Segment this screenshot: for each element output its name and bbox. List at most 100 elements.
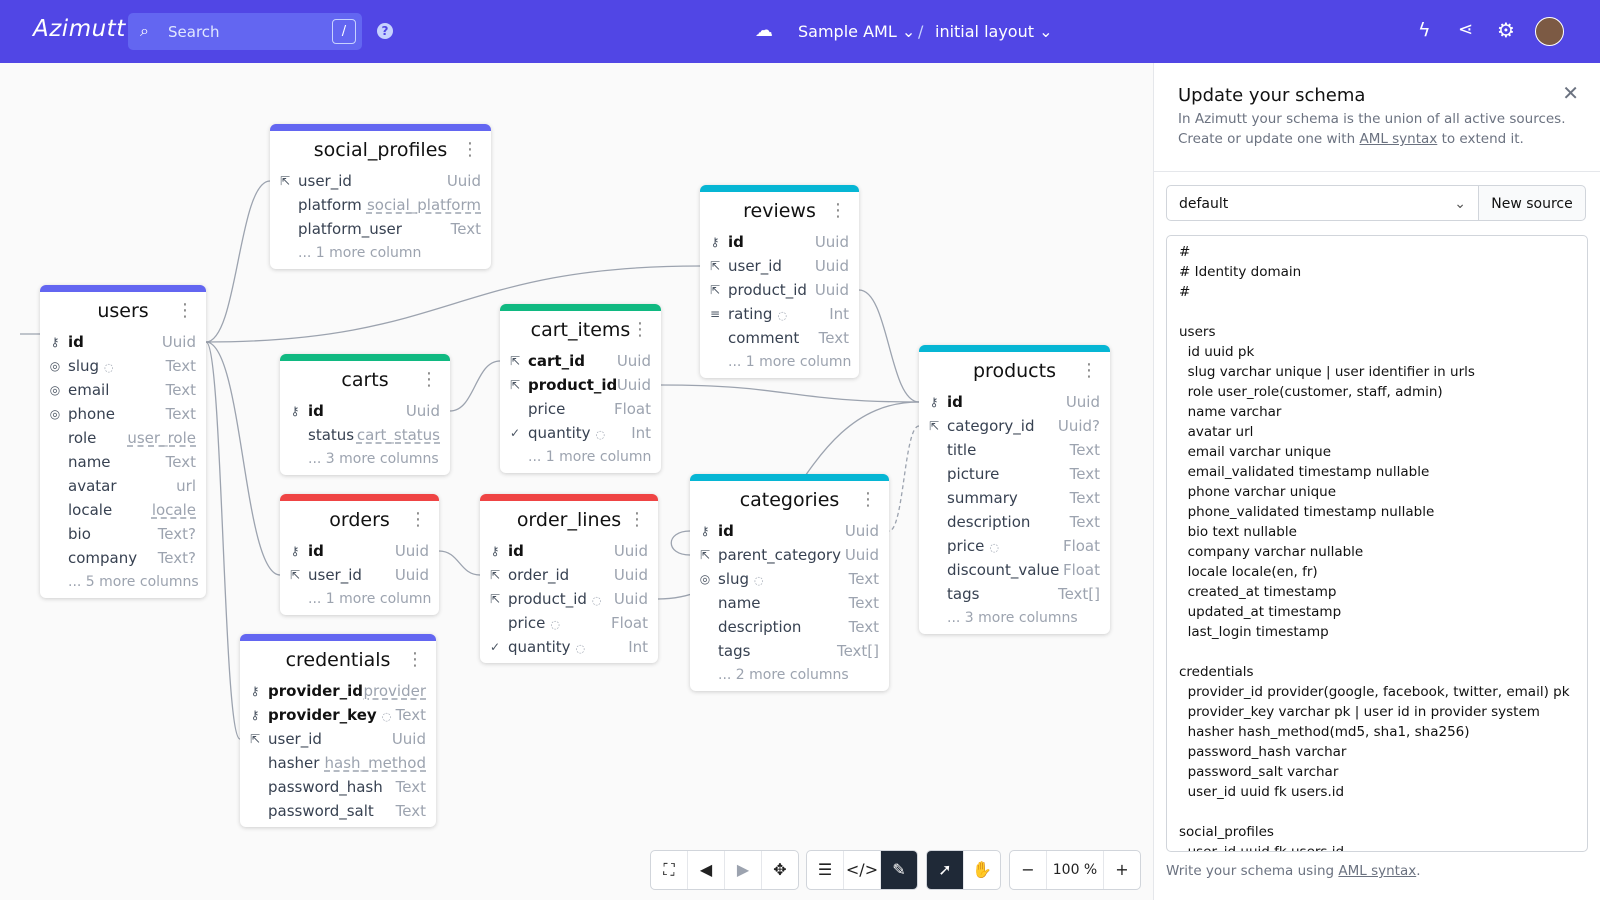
settings-icon[interactable]: ⚙ (1497, 18, 1515, 42)
table-card[interactable]: credentials ⋮ ⚷ provider_id provider ⚷ provide… (240, 634, 436, 827)
column-name: bio (68, 525, 91, 543)
table-menu: ⋮ (859, 489, 877, 510)
column-icon: ✓ (509, 426, 521, 440)
table-card[interactable]: cart_items ⋮ ⇱ cart_id Uuid ⇱ product_id Uuid pr… (500, 304, 661, 473)
side-panel: Update your schema ✕ In Azimutt your sch… (1153, 63, 1600, 900)
undo-btn[interactable]: ◀ (688, 851, 725, 889)
table-card[interactable]: categories ⋮ ⚷ id Uuid ⇱ parent_category Uuid ◎ s… (690, 474, 889, 691)
table-card[interactable]: reviews ⋮ ⚷ id Uuid ⇱ user_id Uuid ⇱ product_id Uu… (700, 185, 859, 378)
fit-btn[interactable]: ✥ (773, 860, 787, 879)
list-btn[interactable]: ☰ (807, 851, 844, 889)
column-icon: ⇱ (509, 354, 521, 368)
relation (858, 289, 920, 403)
logo[interactable]: Azimutt (33, 16, 126, 42)
column-row: ⇱ product_id Uuid (700, 278, 859, 302)
column-name: id (308, 402, 324, 420)
column-type: Uuid (394, 542, 429, 560)
column-type: Uuid (616, 352, 651, 370)
column-name: company (68, 549, 138, 567)
table-card[interactable]: products ⋮ ⚷ id Uuid ⇱ category_id Uuid? title Te… (919, 345, 1110, 634)
column-row: ⚷ id Uuid (919, 390, 1110, 414)
column-type: Text (450, 220, 481, 238)
zoom-in[interactable]: + (1115, 860, 1129, 879)
column-type: Uuid (1065, 393, 1100, 411)
column-name: password_salt (268, 802, 374, 820)
column-name: name (718, 594, 761, 612)
text: . (1416, 863, 1421, 879)
aml-link[interactable]: AML syntax (1359, 131, 1438, 147)
column-type: Text (165, 381, 196, 399)
close-btn[interactable]: ✕ (1562, 81, 1579, 105)
column-row: ⚷ id Uuid (700, 230, 859, 254)
column-name: tags (718, 642, 751, 660)
column-icon: ⚷ (290, 544, 300, 558)
column-name: order_id (508, 566, 570, 584)
help-icon[interactable]: ? (377, 23, 393, 39)
column-name: provider_id (268, 682, 364, 700)
column-icon: ⚷ (490, 544, 500, 558)
column-type: Text (1069, 513, 1100, 531)
column-type: Text[] (1057, 585, 1100, 603)
table-card[interactable]: social_profiles ⋮ ⇱ user_id Uuid platform soci… (270, 124, 491, 269)
hand-btn[interactable]: ✋ (972, 860, 992, 879)
column-type: Uuid (613, 542, 648, 560)
avatar[interactable] (1535, 17, 1564, 46)
column-type: Text (1069, 465, 1100, 483)
column-type: cart_status (356, 426, 440, 444)
column-name: slug (68, 357, 100, 375)
column-type: Uuid (844, 546, 879, 564)
column-name: user_id (728, 257, 782, 275)
zoom-out[interactable]: − (1010, 851, 1047, 889)
view-controls: ⛶ ◀ ▶ ✥ (650, 850, 799, 890)
column-type: Text (165, 357, 196, 375)
column-type: Text (395, 802, 426, 820)
column-name: user_id (308, 566, 362, 584)
column-row: title Text (919, 438, 1110, 462)
new-source-btn[interactable]: New source (1479, 185, 1586, 221)
column-icon: ⇱ (249, 732, 261, 746)
code-btn[interactable]: </> (844, 851, 881, 889)
aml-link[interactable]: AML syntax (1338, 863, 1417, 879)
project-menu[interactable]: Sample AML ⌄ (798, 22, 916, 41)
table-card[interactable]: users ⋮ ⚷ id Uuid ◎ slug ◌ Text ◎ email Text ◎ phone T… (40, 285, 206, 598)
column-name: platform (298, 196, 362, 214)
source-select[interactable]: default ⌄ (1166, 185, 1479, 221)
column-icon: ⇱ (489, 568, 501, 582)
table-card[interactable]: order_lines ⋮ ⚷ id Uuid ⇱ order_id Uuid ⇱ product… (480, 494, 658, 663)
column-type: Uuid (814, 281, 849, 299)
column-name: rating (728, 305, 773, 323)
column-row: ⇱ parent_category Uuid (690, 543, 889, 567)
column-name: name (68, 453, 111, 471)
column-row: password_salt Text (240, 799, 436, 823)
edit-btn[interactable]: ✎ (881, 851, 917, 889)
shortcut: / (332, 19, 356, 44)
table-card[interactable]: carts ⋮ ⚷ id Uuid status cart_status ... 3 more… (280, 354, 450, 475)
column-type: Uuid (405, 402, 440, 420)
mode-controls: ☰ </> ✎ (806, 850, 918, 890)
layout-menu[interactable]: initial layout ⌄ (935, 22, 1053, 41)
column-type: Uuid (391, 730, 426, 748)
select-btn[interactable]: ➚ (927, 851, 964, 889)
table-menu: ⋮ (461, 139, 479, 160)
column-row: role user_role (40, 426, 206, 450)
table-card[interactable]: orders ⋮ ⚷ id Uuid ⇱ user_id Uuid ... 1 more col… (280, 494, 439, 615)
column-name: id (508, 542, 524, 560)
column-type: Text (1069, 441, 1100, 459)
schema-editor[interactable]: # # Identity domain # users id uuid pk s… (1166, 235, 1588, 852)
column-row: ⚷ id Uuid (480, 539, 658, 563)
comment-icon: ◌ (754, 574, 764, 587)
more-columns: ... 1 more column (308, 591, 432, 607)
column-row: ⚷ provider_id provider (240, 679, 436, 703)
bolt-icon[interactable]: ϟ (1418, 19, 1431, 41)
column-icon: ◎ (49, 383, 61, 397)
column-row: comment Text (700, 326, 859, 350)
column-name: phone (68, 405, 115, 423)
column-name: status (308, 426, 355, 444)
search-box[interactable]: ⌕ Search / (128, 13, 362, 50)
fullscreen-btn[interactable]: ⛶ (651, 851, 688, 889)
column-name: password_hash (268, 778, 383, 796)
share-icon[interactable]: ⋖ (1458, 19, 1474, 40)
redo-btn[interactable]: ▶ (725, 851, 762, 889)
more-columns: ... 5 more columns (68, 574, 199, 590)
column-type: Uuid (616, 376, 651, 394)
